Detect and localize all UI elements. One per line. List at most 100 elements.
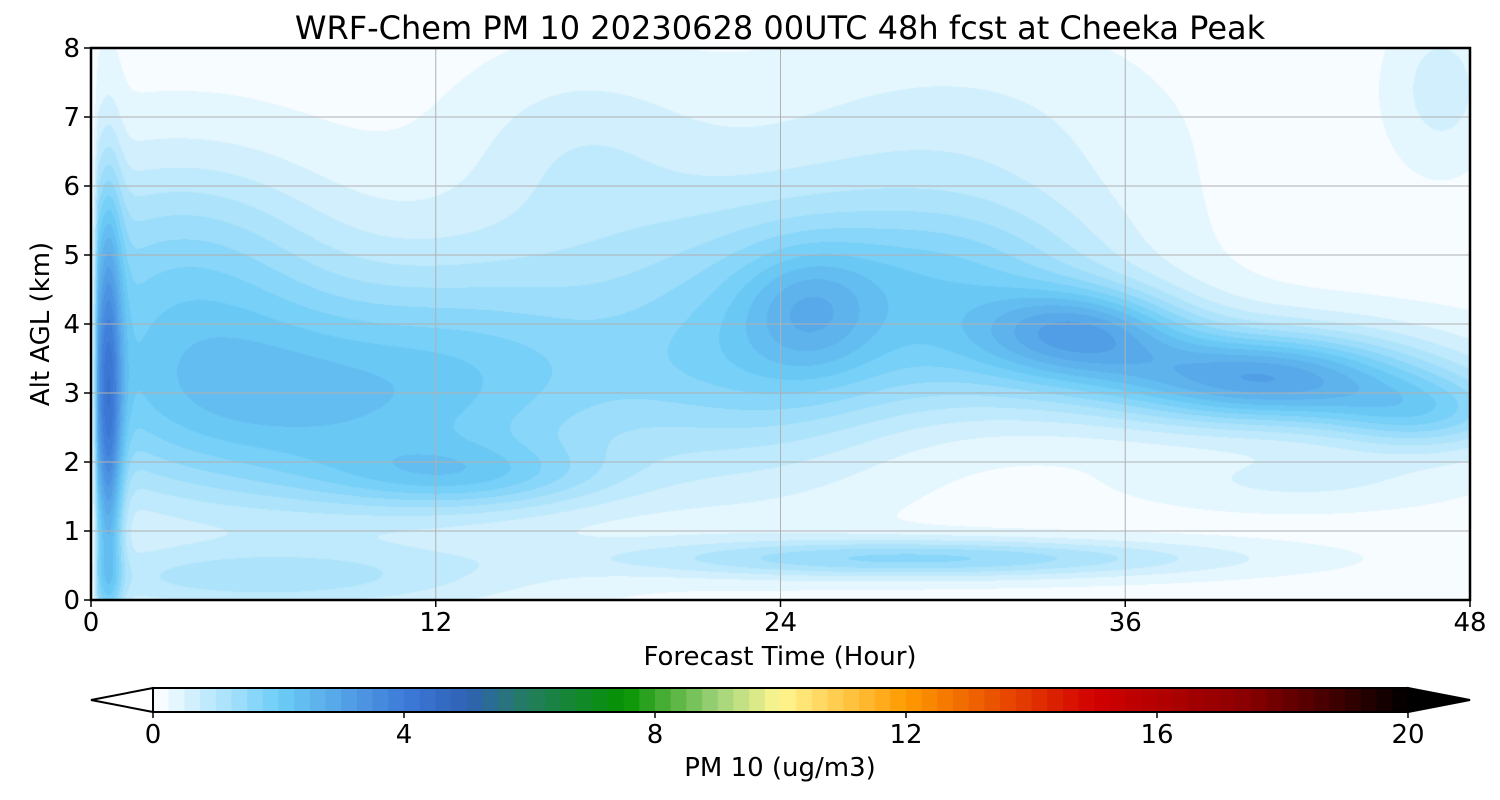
colorbar-under-extension bbox=[90, 686, 154, 714]
colorbar-cell bbox=[1298, 688, 1315, 712]
colorbar-cell bbox=[419, 688, 436, 712]
colorbar-over-extension bbox=[1407, 686, 1471, 714]
colorbar-frame bbox=[152, 687, 1409, 713]
colorbar-cell bbox=[262, 688, 280, 712]
y-tick-label: 1 bbox=[63, 517, 80, 547]
colorbar-cell bbox=[858, 688, 876, 712]
x-tick-label: 36 bbox=[1109, 608, 1142, 638]
colorbar-cell bbox=[388, 688, 405, 712]
colorbar-cell bbox=[529, 688, 546, 712]
colorbar-cell bbox=[1329, 688, 1346, 712]
colorbar-cell bbox=[1360, 688, 1378, 712]
colorbar-cell bbox=[451, 688, 468, 712]
colorbar-cell bbox=[372, 688, 389, 712]
colorbar-cell bbox=[482, 688, 499, 712]
colorbar-cell bbox=[1047, 688, 1064, 712]
colorbar-cell bbox=[686, 688, 703, 712]
colorbar-tick-label: 0 bbox=[145, 720, 162, 750]
colorbar-cell bbox=[968, 688, 986, 712]
colorbar-cell bbox=[1204, 688, 1221, 712]
colorbar-cell bbox=[717, 688, 735, 712]
colorbar-cell bbox=[780, 688, 797, 712]
colorbar-label: PM 10 (ug/m3) bbox=[684, 753, 876, 783]
colorbar-cell bbox=[200, 688, 217, 712]
y-tick-label: 6 bbox=[63, 172, 80, 202]
colorbar-cell bbox=[607, 688, 625, 712]
colorbar-cell bbox=[153, 688, 170, 712]
colorbar-cell bbox=[1345, 688, 1362, 712]
colorbar-cell bbox=[953, 688, 970, 712]
colorbar-cell bbox=[655, 688, 672, 712]
colorbar-cell bbox=[764, 688, 782, 712]
colorbar-cell bbox=[733, 688, 750, 712]
colorbar-cell bbox=[184, 688, 201, 712]
colorbar-cell bbox=[1188, 688, 1205, 712]
colorbar-cell bbox=[1313, 688, 1331, 712]
colorbar-cell bbox=[1078, 688, 1095, 712]
colorbar-tick-label: 12 bbox=[889, 720, 922, 750]
colorbar-cell bbox=[796, 688, 813, 712]
colorbar-cell bbox=[498, 688, 515, 712]
colorbar-cell bbox=[309, 688, 327, 712]
colorbar-cell bbox=[231, 688, 248, 712]
colorbar-cell bbox=[1376, 688, 1393, 712]
y-tick-label: 5 bbox=[63, 241, 80, 271]
colorbar-cell bbox=[168, 688, 185, 712]
colorbar-cell bbox=[592, 688, 609, 712]
colorbar-cell bbox=[1109, 688, 1127, 712]
colorbar-cell bbox=[1094, 688, 1111, 712]
colorbar-cell bbox=[843, 688, 860, 712]
y-axis-ticks: 0 1 2 3 4 5 6 7 8 bbox=[63, 34, 91, 616]
y-tick-label: 8 bbox=[63, 34, 80, 64]
colorbar-cell bbox=[576, 688, 593, 712]
x-tick-label: 48 bbox=[1453, 608, 1486, 638]
colorbar-cell bbox=[466, 688, 484, 712]
colorbar-cell bbox=[921, 688, 938, 712]
colorbar-cell bbox=[1266, 688, 1284, 712]
colorbar-ticks: 0 4 8 12 16 20 bbox=[145, 712, 1425, 750]
plot-area bbox=[89, 46, 1472, 602]
colorbar-cell bbox=[1392, 688, 1409, 712]
colorbar-cell bbox=[811, 688, 829, 712]
x-tick-label: 24 bbox=[764, 608, 797, 638]
colorbar-cell bbox=[1219, 688, 1237, 712]
chart-title: WRF-Chem PM 10 20230628 00UTC 48h fcst a… bbox=[295, 9, 1266, 47]
colorbar-cell bbox=[404, 688, 421, 712]
colorbar-cell bbox=[827, 688, 844, 712]
y-tick-label: 4 bbox=[63, 310, 80, 340]
colorbar-cells bbox=[153, 688, 1409, 712]
colorbar-cell bbox=[1125, 688, 1142, 712]
colorbar-cell bbox=[278, 688, 295, 712]
colorbar-cell bbox=[247, 688, 264, 712]
colorbar-tick-label: 8 bbox=[647, 720, 664, 750]
colorbar-cell bbox=[623, 688, 640, 712]
colorbar-cell bbox=[1172, 688, 1189, 712]
colorbar-cell bbox=[874, 688, 891, 712]
colorbar-cell bbox=[1015, 688, 1033, 712]
colorbar-cell bbox=[1251, 688, 1268, 712]
colorbar-cell bbox=[984, 688, 1001, 712]
colorbar-cell bbox=[560, 688, 578, 712]
colorbar-tick-label: 16 bbox=[1140, 720, 1173, 750]
colorbar-cell bbox=[325, 688, 342, 712]
x-tick-label: 12 bbox=[419, 608, 452, 638]
x-axis-ticks: 0 12 24 36 48 bbox=[83, 600, 1487, 638]
y-tick-label: 7 bbox=[63, 103, 80, 133]
y-axis-label: Alt AGL (km) bbox=[26, 242, 56, 406]
colorbar-cell bbox=[749, 688, 766, 712]
colorbar-cell bbox=[937, 688, 954, 712]
colorbar-cell bbox=[215, 688, 233, 712]
colorbar-cell bbox=[1141, 688, 1158, 712]
colorbar-cell bbox=[294, 688, 311, 712]
colorbar-cell bbox=[670, 688, 687, 712]
colorbar-cell bbox=[545, 688, 562, 712]
colorbar-cell bbox=[1000, 688, 1017, 712]
y-tick-label: 2 bbox=[63, 448, 80, 478]
colorbar-cell bbox=[435, 688, 452, 712]
colorbar-cell bbox=[1031, 688, 1048, 712]
colorbar-cell bbox=[356, 688, 374, 712]
colorbar-cell bbox=[639, 688, 656, 712]
colorbar-cell bbox=[1062, 688, 1080, 712]
colorbar-cell bbox=[1235, 688, 1252, 712]
